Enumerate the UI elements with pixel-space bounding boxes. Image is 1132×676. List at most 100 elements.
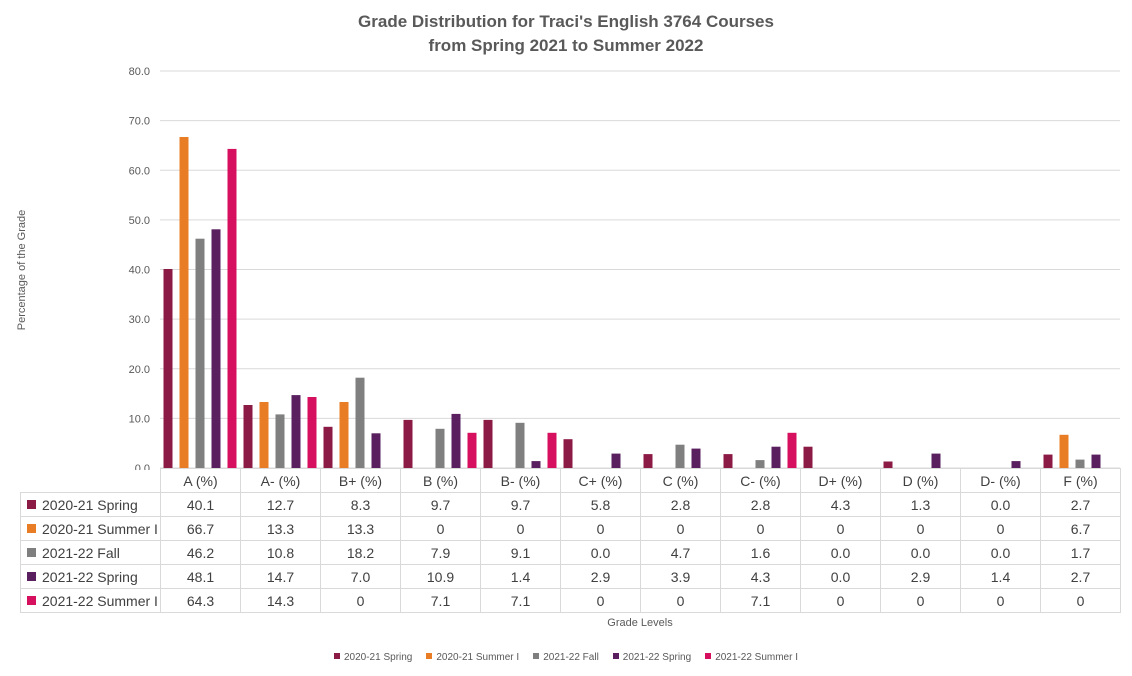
data-label: 48.1 (160, 564, 241, 589)
bar (515, 422, 525, 468)
bar (1011, 461, 1021, 468)
bar (723, 454, 733, 468)
bar (675, 444, 685, 468)
x-tick-label: C (%) (640, 468, 721, 493)
y-tick-label: 60.0 (129, 165, 150, 177)
bar (371, 433, 381, 468)
y-axis-label: Percentage of the Grade (16, 209, 28, 331)
data-label: 5.8 (560, 492, 641, 517)
data-label: 0.0 (960, 540, 1041, 565)
data-label: 0.0 (880, 540, 961, 565)
data-label: 14.3 (240, 588, 321, 613)
y-tick-label: 30.0 (129, 314, 150, 326)
legend-label: 2020-21 Summer I (436, 652, 520, 663)
legend-swatch (333, 653, 340, 660)
data-label: 4.3 (800, 492, 881, 517)
gridlines (160, 70, 1120, 469)
series-name: 2020-21 Spring (42, 496, 138, 513)
y-tick-label: 80.0 (129, 66, 150, 78)
bar (563, 439, 573, 468)
bar (611, 453, 621, 468)
x-tick-label: C- (%) (720, 468, 801, 493)
x-tick-label: C+ (%) (560, 468, 641, 493)
data-label: 18.2 (320, 540, 401, 565)
data-label: 0 (720, 516, 801, 541)
data-label: 0 (960, 516, 1041, 541)
legend-item: 2021-22 Fall (533, 652, 599, 663)
bar (531, 461, 541, 468)
y-axis-ticks: 0.0 10.0 20.0 30.0 40.0 50.0 60.0 70.0 80.0 (129, 66, 150, 470)
series-row-header: 2021-22 Fall (20, 540, 161, 565)
x-tick-label: D+ (%) (800, 468, 881, 493)
legend-label: 2021-22 Summer I (715, 652, 799, 663)
y-tick-label: 10.0 (129, 413, 150, 425)
y-tick-label: 20.0 (129, 364, 150, 376)
series-key (27, 548, 36, 558)
legend-swatch (426, 653, 433, 660)
data-label: 7.9 (400, 540, 481, 565)
series-name: 2021-22 Fall (42, 544, 120, 561)
x-tick-label: D (%) (880, 468, 961, 493)
data-label: 2.7 (1040, 492, 1121, 517)
bar (787, 432, 797, 468)
y-tick-label: 0.0 (135, 463, 150, 470)
bar (323, 426, 333, 468)
chart-title-line-2: from Spring 2021 to Summer 2022 (428, 36, 704, 55)
data-label: 9.1 (480, 540, 561, 565)
data-label: 12.7 (240, 492, 321, 517)
bar (307, 397, 317, 468)
bar (1059, 434, 1069, 468)
data-label: 0 (640, 588, 721, 613)
series-row-header: 2020-21 Summer I (20, 516, 161, 541)
data-label: 7.1 (480, 588, 561, 613)
data-label: 0 (400, 516, 481, 541)
data-label: 13.3 (240, 516, 321, 541)
data-label: 1.3 (880, 492, 961, 517)
data-label: 9.7 (480, 492, 561, 517)
x-tick-label: A (%) (160, 468, 241, 493)
legend-item: 2021-22 Spring (612, 652, 692, 663)
bar (195, 238, 205, 468)
data-label: 2.8 (640, 492, 721, 517)
x-axis-label: Grade Levels (607, 617, 673, 629)
series-key (27, 572, 36, 582)
bar-chart: 0.0 10.0 20.0 30.0 40.0 50.0 60.0 70.0 80.0 (129, 66, 1120, 470)
data-label: 2.7 (1040, 564, 1121, 589)
data-label: 0.0 (560, 540, 641, 565)
legend-label: 2021-22 Spring (622, 652, 692, 663)
data-label: 0 (320, 588, 401, 613)
data-label: 0.0 (960, 492, 1041, 517)
data-label: 2.8 (720, 492, 801, 517)
data-label: 2.9 (880, 564, 961, 589)
bar (243, 405, 253, 468)
bar (883, 461, 893, 468)
bar (803, 446, 813, 468)
legend-item: 2020-21 Summer I (426, 652, 519, 663)
data-label: 0.0 (800, 564, 881, 589)
data-label: 14.7 (240, 564, 321, 589)
data-label: 3.9 (640, 564, 721, 589)
data-label: 4.7 (640, 540, 721, 565)
bar (291, 395, 301, 468)
bar (547, 432, 557, 468)
bar (275, 414, 285, 468)
table-row: 2021-22 Summer I 64.3 14.3 0 7.1 7.1 0 0 7.1 0 0 0 0 (20, 588, 1121, 613)
series-key (27, 596, 36, 606)
series-key (27, 524, 36, 534)
series-row-header: 2021-22 Summer I (20, 588, 161, 613)
data-label: 9.7 (400, 492, 481, 517)
bar (755, 460, 765, 468)
bar (259, 402, 269, 468)
table-corner (20, 468, 161, 493)
legend-swatch (612, 653, 619, 660)
legend-item: 2021-22 Summer I (705, 652, 798, 663)
legend-swatch (533, 653, 540, 660)
bar (1091, 454, 1101, 468)
data-label: 8.3 (320, 492, 401, 517)
data-label: 7.1 (720, 588, 801, 613)
bar (163, 269, 173, 468)
data-label: 0 (960, 588, 1041, 613)
data-label: 0 (800, 516, 881, 541)
table-row: 2021-22 Spring 48.1 14.7 7.0 10.9 1.4 2.9 3.9 4.… (20, 564, 1121, 589)
data-label: 0 (560, 516, 641, 541)
